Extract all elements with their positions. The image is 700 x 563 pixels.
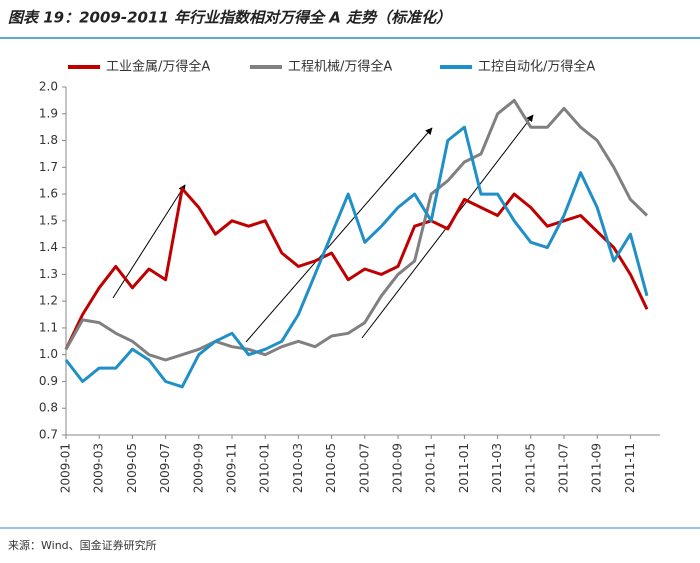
x-tick-label: 2011-05: [523, 443, 537, 493]
legend-label: 工业金属/万得全A: [106, 59, 210, 75]
x-tick-label: 2009-05: [125, 443, 139, 493]
x-tick-label: 2010-07: [357, 443, 371, 493]
series-line: [64, 187, 649, 350]
arrow: [245, 127, 433, 343]
x-tick-label: 2010-01: [258, 443, 272, 493]
x-tick-label: 2009-11: [225, 443, 239, 493]
series-line: [64, 125, 649, 389]
x-tick-label: 2011-03: [490, 443, 504, 493]
y-tick-label: 0.7: [39, 428, 58, 442]
x-tick-label: 2010-11: [424, 443, 438, 493]
y-tick-label: 1.4: [39, 240, 58, 254]
x-tick-label: 2011-11: [623, 443, 637, 493]
y-tick-label: 0.9: [39, 374, 58, 388]
y-tick-label: 1.0: [39, 347, 58, 361]
x-tick-label: 2009-07: [158, 443, 172, 493]
x-tick-label: 2011-01: [457, 443, 471, 493]
x-tick-label: 2010-03: [291, 443, 305, 493]
y-tick-label: 1.5: [39, 213, 58, 227]
x-tick-label: 2010-09: [391, 443, 405, 493]
series-line: [64, 98, 649, 362]
y-tick-label: 2.0: [39, 80, 58, 94]
y-tick-label: 1.9: [39, 106, 58, 120]
x-tick-label: 2009-09: [191, 443, 205, 493]
y-tick-label: 1.2: [39, 294, 58, 308]
x-tick-label: 2009-03: [92, 443, 106, 493]
y-tick-label: 1.8: [39, 133, 58, 147]
source: 来源：Wind、国金证券研究所: [8, 538, 157, 552]
chart-title: 图表 19：2009-2011 年行业指数相对万得全 A 走势（标准化）: [8, 9, 451, 27]
x-tick-label: 2009-01: [59, 443, 73, 493]
y-tick-label: 1.7: [39, 160, 58, 174]
legend-label: 工程机械/万得全A: [288, 59, 392, 75]
x-tick-label: 2011-07: [557, 443, 571, 493]
y-tick-label: 0.8: [39, 401, 58, 415]
y-tick-label: 1.6: [39, 187, 58, 201]
x-tick-label: 2010-05: [324, 443, 338, 493]
y-tick-label: 1.3: [39, 267, 58, 281]
y-tick-label: 1.1: [39, 320, 58, 334]
legend-label: 工控自动化/万得全A: [478, 59, 595, 75]
arrow: [112, 184, 186, 299]
x-tick-label: 2011-09: [590, 443, 604, 493]
